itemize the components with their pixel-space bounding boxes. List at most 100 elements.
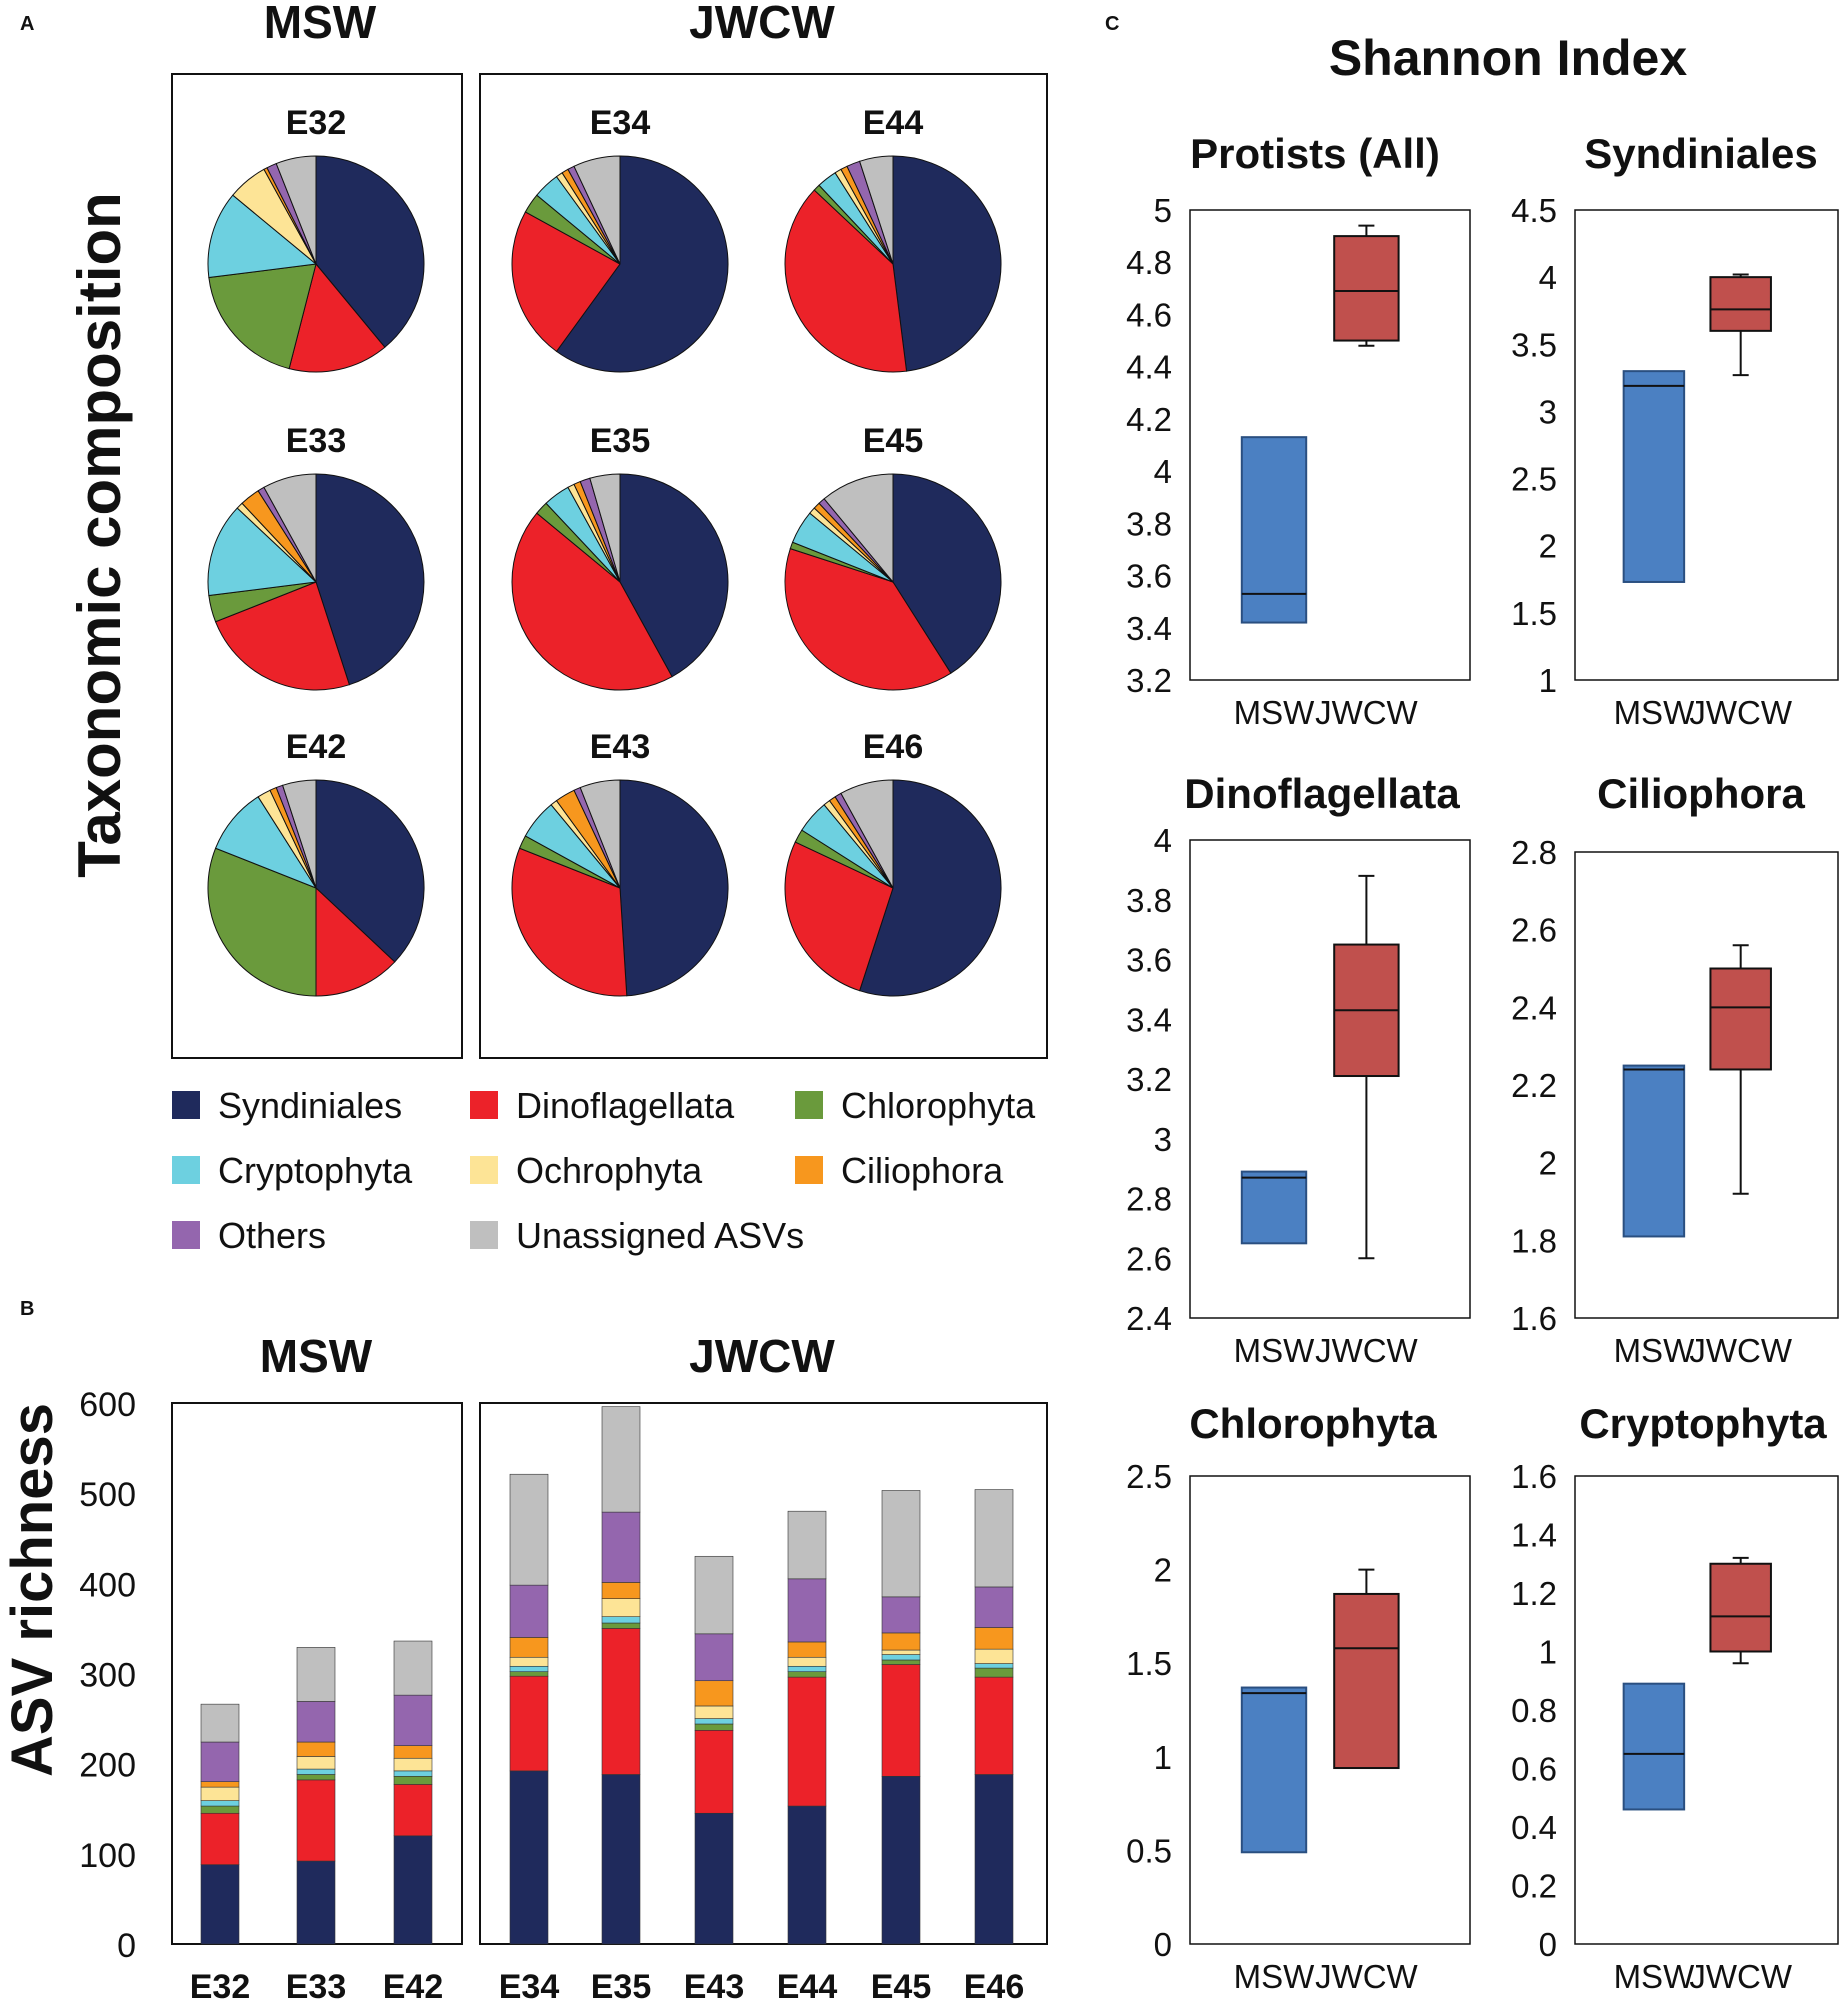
box-ytick-ciliophora-1-8: 1.8 bbox=[1511, 1222, 1557, 1259]
bar-ytick-100: 100 bbox=[79, 1837, 136, 1875]
panel-label-a: A bbox=[20, 13, 34, 35]
pie-slice-e32-syndiniales bbox=[315, 155, 425, 348]
box-frame-cryptophyta bbox=[1574, 1475, 1839, 1945]
bar-ytick-200: 200 bbox=[79, 1747, 136, 1785]
bar-segment-e42-others bbox=[393, 1694, 433, 1746]
bar-segment-e42-ciliophora bbox=[393, 1745, 433, 1759]
legend-label-unassigned-asvs: Unassigned ASVs bbox=[516, 1215, 804, 1256]
bar-segment-e32-chlorophyta bbox=[200, 1805, 240, 1814]
pie-slice-e44-unassigned-asvs bbox=[858, 155, 894, 265]
box-body-syndiniales-msw bbox=[1622, 370, 1686, 583]
box-ytick-cryptophyta-1-2: 1.2 bbox=[1511, 1575, 1557, 1612]
box-xtick-protists-all-msw: MSW bbox=[1234, 694, 1316, 731]
pie-slice-e43-syndiniales bbox=[619, 779, 729, 997]
box-ytick-chlorophyta-1: 1 bbox=[1154, 1739, 1172, 1776]
bar-segment-e33-syndiniales bbox=[296, 1860, 336, 1945]
box-body-ciliophora-msw bbox=[1622, 1064, 1686, 1238]
box-ytick-syndiniales-4-5: 4.5 bbox=[1511, 192, 1557, 229]
bar-xtick-e35: E35 bbox=[591, 1968, 652, 2006]
bar-segment-e34-others bbox=[509, 1584, 549, 1638]
bar-segment-e33-dinoflagellata bbox=[296, 1779, 336, 1862]
box-ytick-dinoflagellata-3-8: 3.8 bbox=[1126, 882, 1172, 919]
bar-segment-e42-syndiniales bbox=[393, 1835, 433, 1945]
bar-segment-e43-unassigned-asvs bbox=[694, 1555, 734, 1635]
box-xtick-ciliophora-msw: MSW bbox=[1614, 1332, 1696, 1369]
box-xtick-ciliophora-jwcw: JWCW bbox=[1689, 1332, 1792, 1369]
pie-slice-e42-unassigned-asvs bbox=[281, 779, 317, 889]
box-title-dinoflagellata: Dinoflagellata bbox=[1184, 770, 1460, 817]
bar-segment-e35-ochrophyta bbox=[601, 1598, 641, 1617]
box-ytick-chlorophyta-2: 2 bbox=[1154, 1552, 1172, 1589]
bar-segment-e44-ciliophora bbox=[787, 1641, 827, 1658]
box-ytick-syndiniales-2: 2 bbox=[1539, 528, 1557, 565]
bar-panel-ylabel: ASV richness bbox=[0, 1403, 65, 1777]
bar-segment-e46-ochrophyta bbox=[974, 1648, 1014, 1664]
pie-slice-e45-syndiniales bbox=[892, 473, 1002, 674]
box-title-cryptophyta: Cryptophyta bbox=[1579, 1400, 1827, 1447]
box-ytick-cryptophyta-1-4: 1.4 bbox=[1511, 1517, 1557, 1554]
bar-segment-e43-others bbox=[694, 1633, 734, 1682]
pie-slice-e42-chlorophyta bbox=[207, 847, 317, 997]
bar-segment-e34-ochrophyta bbox=[509, 1656, 549, 1667]
box-title-syndiniales: Syndiniales bbox=[1584, 130, 1817, 177]
bar-segment-e35-unassigned-asvs bbox=[601, 1406, 641, 1513]
box-ytick-dinoflagellata-3-6: 3.6 bbox=[1126, 942, 1172, 979]
bar-segment-e45-unassigned-asvs bbox=[881, 1490, 921, 1598]
bar-segment-e44-dinoflagellata bbox=[787, 1676, 827, 1807]
pie-slice-e45-unassigned-asvs bbox=[823, 473, 894, 584]
legend-label-others: Others bbox=[218, 1215, 326, 1256]
box-ytick-syndiniales-3-5: 3.5 bbox=[1511, 326, 1557, 363]
box-xtick-dinoflagellata-jwcw: JWCW bbox=[1315, 1332, 1418, 1369]
pie-slice-e34-unassigned-asvs bbox=[573, 155, 621, 265]
bar-segment-e33-unassigned-asvs bbox=[296, 1647, 336, 1702]
bar-segment-e46-ciliophora bbox=[974, 1627, 1014, 1650]
bar-segment-e34-ciliophora bbox=[509, 1637, 549, 1658]
bar-segment-e44-others bbox=[787, 1578, 827, 1643]
box-plots: Protists (All) 3.2 3.4 3.6 3.8 4 4.2 4.4 4.6 4.8 5… bbox=[1126, 130, 1839, 1995]
box-xtick-protists-all-jwcw: JWCW bbox=[1315, 694, 1418, 731]
bar-segment-e44-ochrophyta bbox=[787, 1656, 827, 1667]
bar-segment-e45-cryptophyta bbox=[881, 1654, 921, 1661]
bar-segment-e33-ochrophyta bbox=[296, 1756, 336, 1770]
bar-segment-e32-cryptophyta bbox=[200, 1800, 240, 1807]
box-frame-chlorophyta bbox=[1189, 1475, 1471, 1945]
box-ytick-dinoflagellata-3-2: 3.2 bbox=[1126, 1061, 1172, 1098]
bar-segment-e45-others bbox=[881, 1596, 921, 1634]
box-ytick-cryptophyta-0-2: 0.2 bbox=[1511, 1868, 1557, 1905]
box-ytick-syndiniales-1-5: 1.5 bbox=[1511, 595, 1557, 632]
box-ytick-ciliophora-2-2: 2.2 bbox=[1511, 1067, 1557, 1104]
pie-slice-e33-cryptophyta bbox=[207, 507, 318, 597]
legend-swatch-ochrophyta bbox=[470, 1156, 498, 1184]
bar-segment-e46-cryptophyta bbox=[974, 1663, 1014, 1669]
pie-slice-e46-syndiniales bbox=[858, 779, 1002, 997]
bar-segment-e45-syndiniales bbox=[881, 1775, 921, 1945]
bar-segment-e46-syndiniales bbox=[974, 1774, 1014, 1945]
box-ytick-dinoflagellata-2-4: 2.4 bbox=[1126, 1300, 1172, 1337]
legend-swatch-cryptophyta bbox=[172, 1156, 200, 1184]
bar-segment-e44-syndiniales bbox=[787, 1805, 827, 1945]
box-ytick-cryptophyta-0-4: 0.4 bbox=[1511, 1809, 1557, 1846]
pie-slice-e44-syndiniales bbox=[892, 155, 1002, 372]
bar-xtick-e42: E42 bbox=[383, 1968, 444, 2006]
bar-segment-e42-ochrophyta bbox=[393, 1757, 433, 1772]
legend-label-ochrophyta: Ochrophyta bbox=[516, 1150, 703, 1191]
pie-slice-e35-unassigned-asvs bbox=[589, 473, 621, 583]
bar-segment-e45-ciliophora bbox=[881, 1632, 921, 1651]
box-ytick-protists-all-4-8: 4.8 bbox=[1126, 244, 1172, 281]
box-xtick-cryptophyta-jwcw: JWCW bbox=[1689, 1958, 1792, 1995]
box-title-protists-all: Protists (All) bbox=[1190, 130, 1440, 177]
bar-segment-e42-unassigned-asvs bbox=[393, 1640, 433, 1696]
bar-segment-e35-cryptophyta bbox=[601, 1616, 641, 1624]
pie-title-e33: E33 bbox=[286, 422, 347, 460]
box-ytick-protists-all-3-6: 3.6 bbox=[1126, 558, 1172, 595]
box-ytick-chlorophyta-0-5: 0.5 bbox=[1126, 1832, 1172, 1869]
bar-xtick-e43: E43 bbox=[684, 1968, 745, 2006]
pie-slice-e42-dinoflagellata bbox=[315, 886, 396, 997]
legend-label-syndiniales: Syndiniales bbox=[218, 1085, 402, 1126]
bar-segment-e32-ciliophora bbox=[200, 1781, 240, 1788]
box-xtick-cryptophyta-msw: MSW bbox=[1614, 1958, 1696, 1995]
bar-segment-e33-chlorophyta bbox=[296, 1774, 336, 1781]
bar-segment-e33-cryptophyta bbox=[296, 1768, 336, 1775]
box-xtick-dinoflagellata-msw: MSW bbox=[1234, 1332, 1316, 1369]
